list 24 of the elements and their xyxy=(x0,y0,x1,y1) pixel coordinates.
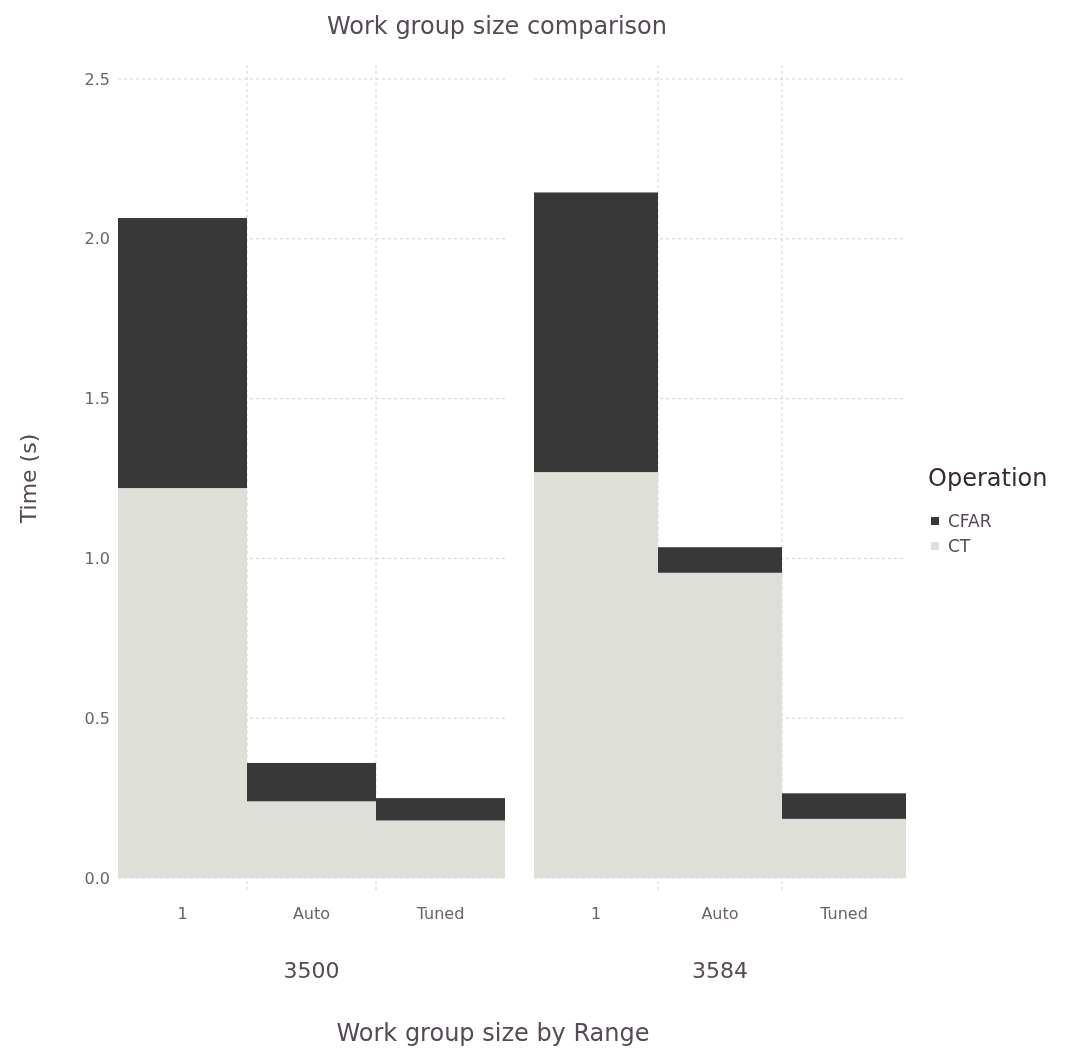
bar xyxy=(534,192,658,473)
legend-label: CFAR xyxy=(948,510,992,531)
y-tick-label: 1.5 xyxy=(84,389,110,409)
legend-title: Operation xyxy=(928,464,1048,492)
y-tick-label: 2.0 xyxy=(84,229,110,249)
x-tick-label: Auto xyxy=(292,904,331,923)
y-tick-label: 0.5 xyxy=(84,708,110,728)
x-tick-label: 1 xyxy=(177,904,188,923)
x-axis-title: 3584 xyxy=(692,958,748,983)
y-axis-title: Time (s) xyxy=(16,433,41,525)
x-tick-label: Tuned xyxy=(415,904,465,923)
bar xyxy=(658,547,782,573)
bar xyxy=(118,218,247,489)
legend-label: CT xyxy=(948,535,971,556)
y-tick-label: 0.0 xyxy=(84,868,110,888)
text: Work group size by Range xyxy=(336,1019,650,1047)
bar xyxy=(782,793,906,819)
x-tick-label: Auto xyxy=(701,904,739,923)
chart-title: Work group size comparison xyxy=(326,12,668,40)
x-axis-title: 3500 xyxy=(283,958,340,983)
x-tick-label: Tuned xyxy=(819,904,868,923)
y-tick-label: 2.5 xyxy=(84,69,110,89)
x-tick-label: 1 xyxy=(590,904,602,923)
y-tick-label: 1.0 xyxy=(84,549,110,568)
